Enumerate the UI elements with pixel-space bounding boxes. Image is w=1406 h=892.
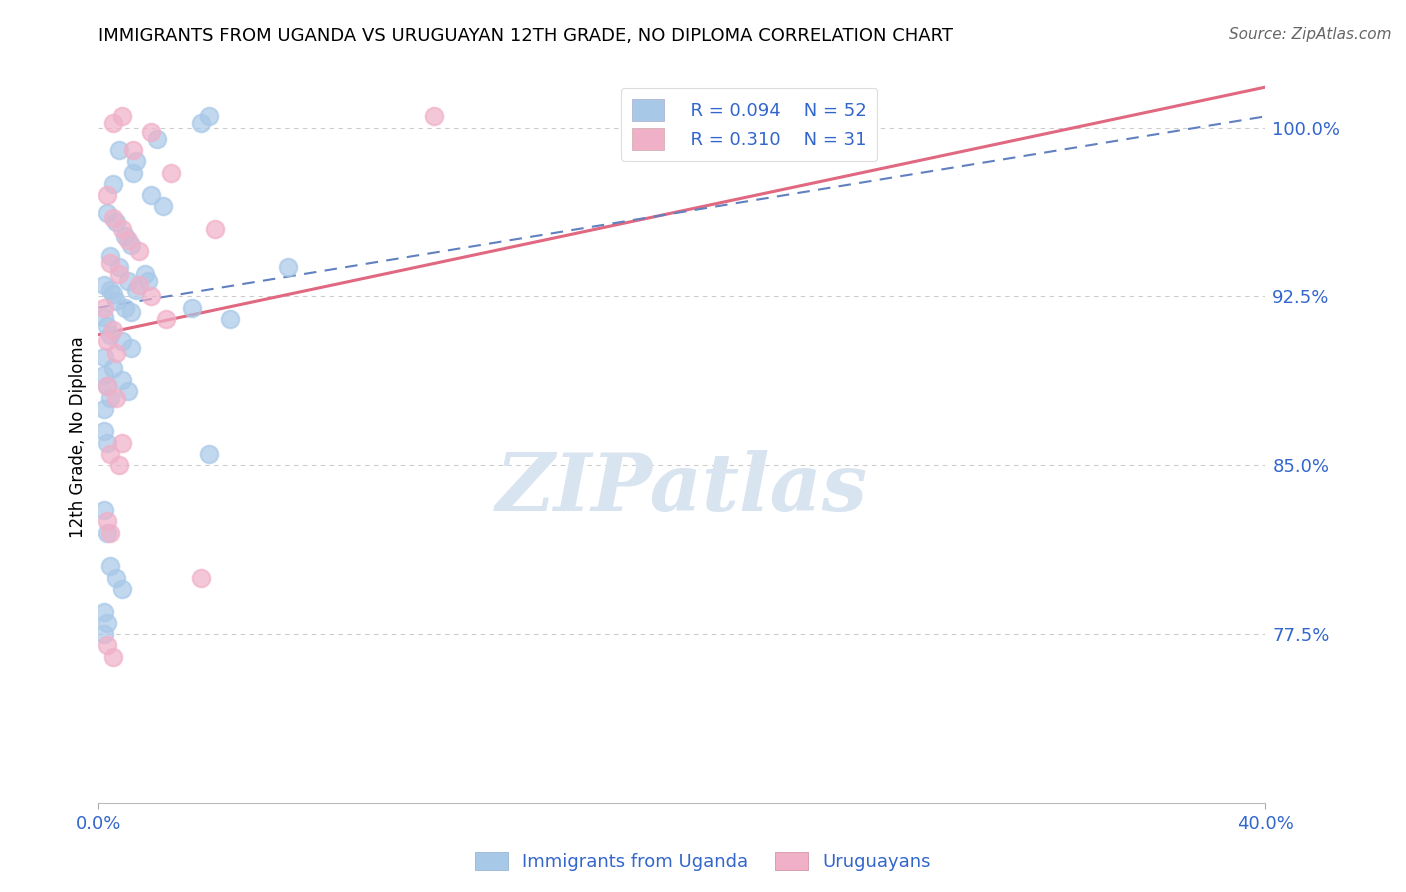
Point — [111, 435, 134, 450]
Point — [117, 384, 139, 398]
Point — [101, 177, 124, 191]
Point — [125, 154, 148, 169]
Point — [190, 116, 212, 130]
Point — [122, 166, 145, 180]
Point — [93, 301, 115, 315]
Point — [96, 525, 118, 540]
Point — [204, 222, 226, 236]
Point — [114, 301, 136, 315]
Y-axis label: 12th Grade, No Diploma: 12th Grade, No Diploma — [69, 336, 87, 538]
Point — [96, 515, 118, 529]
Point — [120, 305, 142, 319]
Point — [96, 379, 118, 393]
Point — [104, 571, 127, 585]
Point — [96, 615, 118, 630]
Point — [101, 116, 124, 130]
Point — [146, 132, 169, 146]
Point — [93, 425, 115, 439]
Point — [98, 391, 121, 405]
Point — [111, 109, 134, 123]
Point — [93, 368, 115, 383]
Point — [98, 327, 121, 342]
Point — [96, 206, 118, 220]
Point — [98, 283, 121, 297]
Point — [108, 260, 131, 275]
Point — [117, 274, 139, 288]
Point — [139, 188, 162, 202]
Point — [93, 605, 115, 619]
Point — [104, 391, 127, 405]
Point — [136, 274, 159, 288]
Point — [120, 341, 142, 355]
Point — [101, 649, 124, 664]
Text: IMMIGRANTS FROM UGANDA VS URUGUAYAN 12TH GRADE, NO DIPLOMA CORRELATION CHART: IMMIGRANTS FROM UGANDA VS URUGUAYAN 12TH… — [98, 27, 953, 45]
Point — [96, 638, 118, 652]
Point — [190, 571, 212, 585]
Point — [139, 125, 162, 139]
Point — [128, 244, 150, 259]
Point — [160, 166, 183, 180]
Legend:   R = 0.094    N = 52,   R = 0.310    N = 31: R = 0.094 N = 52, R = 0.310 N = 31 — [621, 87, 877, 161]
Point — [98, 559, 121, 574]
Point — [114, 228, 136, 243]
Point — [93, 627, 115, 641]
Point — [198, 109, 221, 123]
Point — [93, 278, 115, 293]
Point — [96, 334, 118, 349]
Text: ZIPatlas: ZIPatlas — [496, 450, 868, 527]
Point — [155, 312, 177, 326]
Point — [104, 293, 127, 308]
Point — [101, 323, 124, 337]
Point — [198, 447, 221, 461]
Point — [134, 267, 156, 281]
Point — [139, 289, 162, 303]
Point — [104, 215, 127, 229]
Point — [101, 211, 124, 225]
Legend: Immigrants from Uganda, Uruguayans: Immigrants from Uganda, Uruguayans — [468, 845, 938, 879]
Point — [98, 525, 121, 540]
Point — [98, 447, 121, 461]
Point — [104, 345, 127, 359]
Point — [423, 109, 446, 123]
Point — [117, 233, 139, 247]
Point — [108, 267, 131, 281]
Point — [93, 503, 115, 517]
Text: Source: ZipAtlas.com: Source: ZipAtlas.com — [1229, 27, 1392, 42]
Point — [93, 350, 115, 364]
Point — [108, 143, 131, 157]
Point — [277, 260, 299, 275]
Point — [122, 143, 145, 157]
Point — [111, 222, 134, 236]
Point — [101, 361, 124, 376]
Point — [111, 373, 134, 387]
Point — [108, 458, 131, 473]
Point — [152, 199, 174, 213]
Point — [98, 249, 121, 263]
Point — [98, 255, 121, 269]
Point — [96, 435, 118, 450]
Point — [93, 310, 115, 324]
Point — [111, 334, 134, 349]
Point — [125, 283, 148, 297]
Point — [128, 278, 150, 293]
Point — [180, 301, 202, 315]
Point — [96, 318, 118, 333]
Point — [120, 237, 142, 252]
Point — [111, 582, 134, 596]
Point — [96, 379, 118, 393]
Point — [96, 188, 118, 202]
Point — [218, 312, 240, 326]
Point — [93, 401, 115, 416]
Point — [101, 287, 124, 301]
